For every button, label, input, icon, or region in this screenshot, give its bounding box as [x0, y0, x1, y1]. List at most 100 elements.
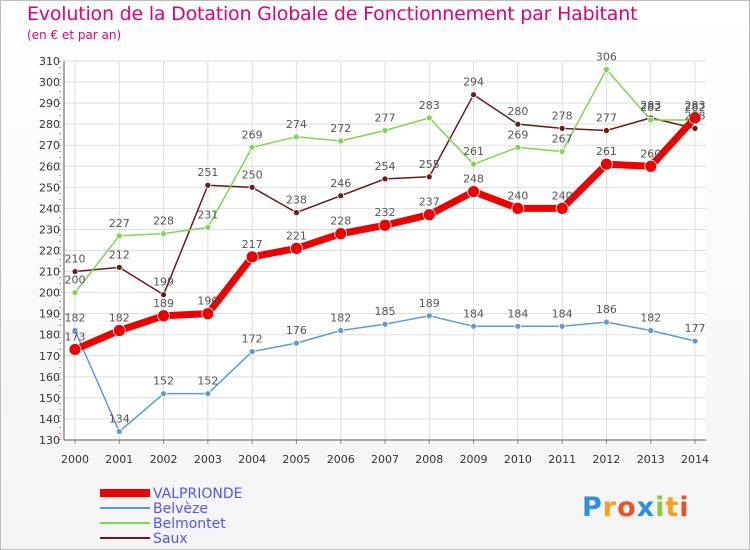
- x-tick-label: 2014: [681, 453, 709, 466]
- data-label: 182: [109, 312, 130, 325]
- y-tick-label: 200: [39, 287, 60, 300]
- y-tick-label: 140: [39, 413, 60, 426]
- data-point: [337, 327, 345, 334]
- data-label: 248: [463, 173, 484, 186]
- data-label: 254: [375, 160, 396, 173]
- data-point: [248, 183, 256, 191]
- legend-label: Saux: [153, 531, 188, 547]
- data-label: 182: [640, 312, 661, 325]
- data-label: 240: [507, 189, 528, 202]
- data-label: 282: [640, 101, 661, 114]
- data-label: 278: [685, 109, 706, 122]
- data-point: [378, 218, 392, 232]
- data-label: 186: [596, 303, 617, 316]
- x-tick-label: 2011: [548, 453, 576, 466]
- data-label: 255: [419, 158, 440, 171]
- logo-letter: i: [655, 492, 666, 523]
- data-point: [290, 241, 303, 255]
- data-point: [71, 268, 79, 275]
- data-point: [555, 201, 569, 215]
- data-label: 184: [507, 307, 528, 320]
- data-label: 240: [552, 189, 573, 202]
- data-point: [334, 227, 348, 241]
- data-point: [603, 318, 610, 326]
- data-point: [558, 322, 566, 330]
- data-label: 306: [596, 50, 617, 63]
- data-label: 246: [330, 177, 351, 190]
- x-tick-label: 2007: [371, 453, 399, 466]
- data-point: [647, 327, 655, 334]
- data-label: 189: [153, 297, 174, 310]
- data-point: [248, 348, 256, 355]
- data-point: [293, 339, 300, 347]
- data-point: [381, 175, 389, 183]
- data-label: 272: [330, 122, 351, 135]
- data-label: 269: [507, 128, 528, 141]
- data-label: 232: [375, 206, 396, 219]
- data-label: 172: [242, 333, 263, 346]
- data-label: 237: [419, 196, 440, 209]
- data-label: 238: [286, 194, 307, 207]
- data-point: [688, 111, 702, 125]
- data-point: [160, 291, 167, 299]
- data-label: 199: [153, 276, 174, 289]
- y-tick-label: 130: [39, 434, 60, 447]
- legend-label: Belmontet: [153, 516, 226, 532]
- logo-letter: r: [602, 492, 618, 523]
- data-label: 176: [286, 324, 307, 337]
- data-point: [248, 143, 256, 151]
- data-label: 152: [153, 375, 174, 388]
- data-label: 282: [685, 101, 706, 114]
- x-tick-label: 2002: [150, 453, 178, 466]
- data-label: 221: [286, 229, 307, 242]
- x-tick-label: 2004: [238, 453, 266, 466]
- data-label: 261: [596, 145, 617, 158]
- data-point: [691, 337, 699, 345]
- data-label: 294: [463, 76, 484, 89]
- data-point: [71, 327, 79, 334]
- data-label: 227: [109, 217, 130, 230]
- x-tick-label: 2012: [592, 453, 620, 466]
- data-label: 277: [375, 111, 396, 124]
- y-tick-label: 290: [39, 97, 60, 110]
- y-tick-label: 310: [39, 55, 60, 68]
- logo-letter: o: [617, 492, 637, 523]
- logo-letter: t: [665, 492, 680, 523]
- data-point: [115, 232, 123, 240]
- data-point: [204, 223, 212, 231]
- x-tick-label: 2006: [327, 453, 355, 466]
- data-label: 177: [685, 322, 706, 335]
- data-label: 283: [685, 99, 706, 112]
- data-label: 228: [153, 215, 174, 228]
- data-point: [293, 133, 300, 141]
- data-label: 182: [330, 312, 351, 325]
- data-label: 210: [65, 253, 86, 266]
- data-point: [425, 173, 433, 181]
- data-label: 134: [109, 413, 130, 426]
- data-point: [160, 390, 167, 398]
- data-label: 217: [242, 238, 263, 251]
- data-label: 152: [197, 375, 218, 388]
- y-tick-label: 170: [39, 350, 60, 363]
- data-point: [115, 428, 123, 435]
- y-tick-label: 240: [39, 202, 60, 215]
- y-tick-label: 230: [39, 223, 60, 236]
- logo-letter: P: [582, 492, 603, 523]
- data-label: 283: [419, 99, 440, 112]
- data-point: [425, 114, 433, 122]
- data-label: 190: [197, 295, 218, 308]
- data-label: 231: [197, 208, 218, 221]
- data-label: 274: [286, 118, 307, 131]
- data-point: [514, 322, 522, 330]
- data-label: 173: [65, 330, 86, 343]
- data-label: 184: [463, 307, 484, 320]
- y-tick-label: 160: [39, 371, 60, 384]
- x-tick-label: 2010: [504, 453, 532, 466]
- data-label: 267: [552, 133, 573, 146]
- data-point: [600, 157, 613, 171]
- data-point: [514, 120, 522, 128]
- data-label: 277: [596, 111, 617, 124]
- data-label: 200: [65, 274, 86, 287]
- data-label: 250: [242, 168, 263, 181]
